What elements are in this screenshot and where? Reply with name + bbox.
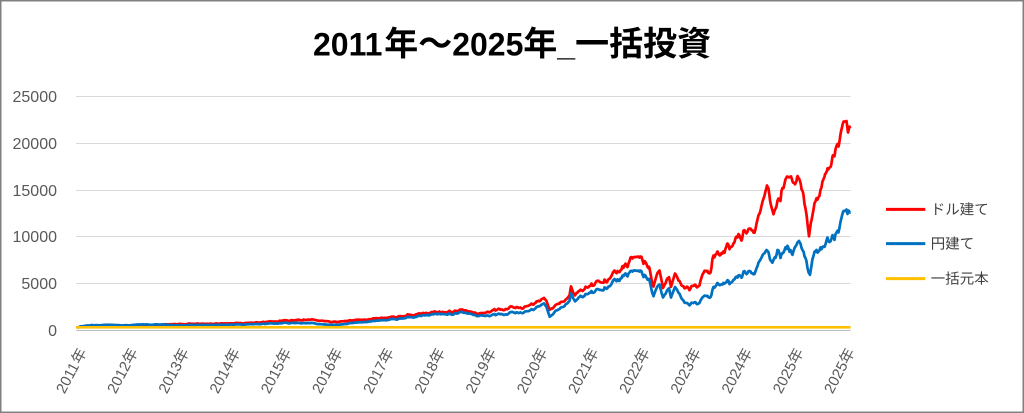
svg-text:15000: 15000 bbox=[13, 183, 58, 200]
svg-text:5000: 5000 bbox=[21, 276, 57, 293]
svg-text:25000: 25000 bbox=[13, 89, 58, 106]
svg-text:2025: 2025 bbox=[452, 27, 523, 63]
svg-text:_: _ bbox=[556, 27, 576, 63]
svg-text:10000: 10000 bbox=[13, 229, 58, 246]
svg-text:20000: 20000 bbox=[13, 136, 58, 153]
svg-text:2011: 2011 bbox=[313, 27, 382, 63]
svg-text:0: 0 bbox=[48, 323, 57, 340]
